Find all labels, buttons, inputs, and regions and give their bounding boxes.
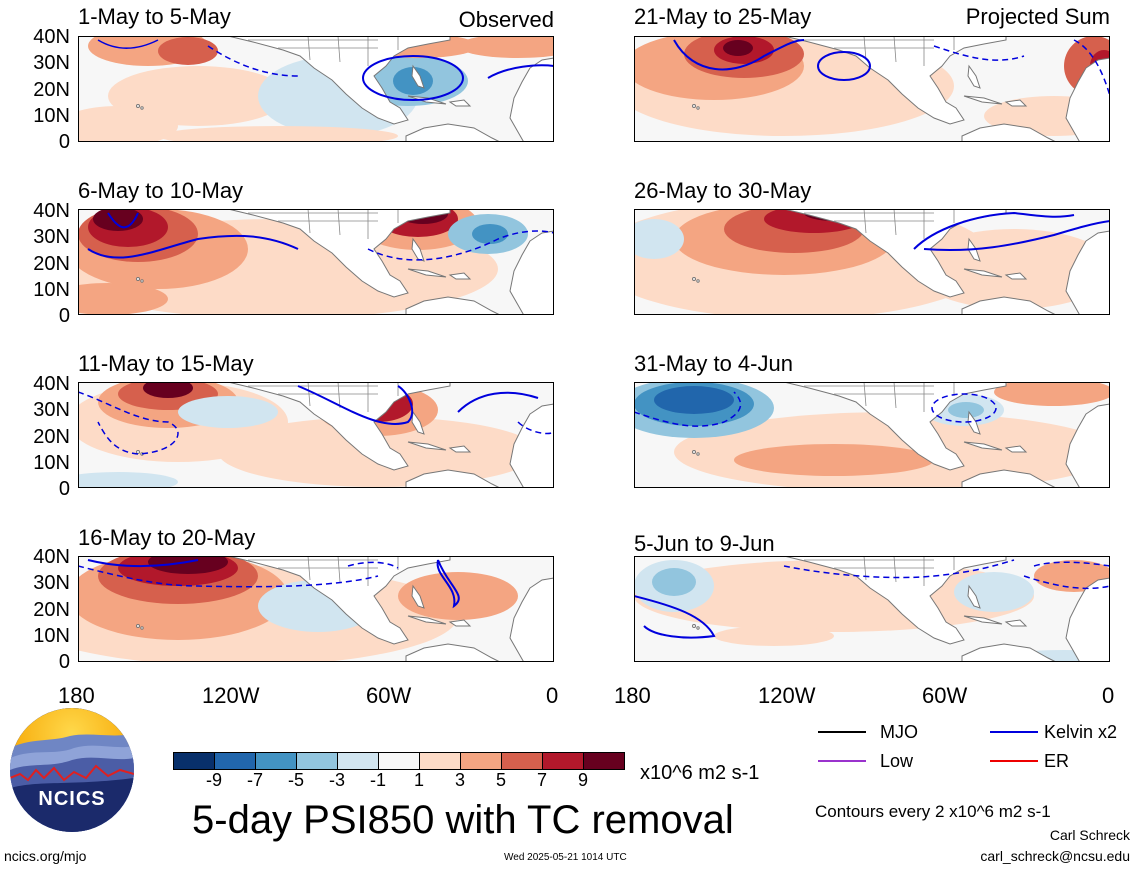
lat-tick-40n: 40N <box>33 200 70 222</box>
panel-title-3: 11-May to 15-May <box>78 351 254 376</box>
colorbar-swatch <box>255 752 297 770</box>
colorbar-swatch <box>583 752 625 770</box>
lat-tick-40n: 40N <box>33 26 70 48</box>
ncics-logo: NCICS <box>10 708 134 832</box>
footer-url[interactable]: ncics.org/mjo <box>4 848 87 864</box>
lat-tick-0: 0 <box>58 478 70 500</box>
lat-tick-30n: 30N <box>33 226 70 248</box>
panel-title-5: 21-May to 25-May <box>634 4 812 29</box>
lon-tick-60w: 60W <box>366 683 412 708</box>
panel-title-4: 16-May to 20-May <box>78 525 256 550</box>
colorbar-tick-label: 5 <box>495 770 506 790</box>
lat-tick-20n: 20N <box>33 599 70 621</box>
map-panel-1 <box>78 36 554 142</box>
colorbar-swatch <box>542 752 584 770</box>
legend-er-line <box>990 760 1038 762</box>
lat-tick-0: 0 <box>58 305 70 327</box>
lon-tick-60w: 60W <box>922 683 968 708</box>
map-panel-5 <box>634 36 1110 142</box>
lat-tick-20n: 20N <box>33 253 70 275</box>
lat-tick-30n: 30N <box>33 572 70 594</box>
chart-title: 5-day PSI850 with TC removal <box>192 798 734 842</box>
logo-text: NCICS <box>38 788 106 810</box>
map-panel-7 <box>634 382 1110 488</box>
map-panel-4 <box>78 556 554 662</box>
lat-tick-10n: 10N <box>33 279 70 301</box>
lon-tick-180: 180 <box>58 683 95 708</box>
lon-tick-120w: 120W <box>758 683 816 708</box>
lon-tick-0: 0 <box>1102 683 1115 708</box>
legend-mjo-line <box>818 731 866 733</box>
lat-tick-10n: 10N <box>33 105 70 127</box>
colorbar-swatch <box>460 752 502 770</box>
lat-tick-40n: 40N <box>33 373 70 395</box>
colorbar-swatch <box>378 752 420 770</box>
projected-sum-label: Projected Sum <box>965 4 1110 29</box>
map-panel-3 <box>78 382 554 488</box>
colorbar-tick-label: -1 <box>369 770 386 790</box>
map-panel-6 <box>634 209 1110 315</box>
colorbar-tick-label: -9 <box>205 770 222 790</box>
colorbar-tick-label: -5 <box>287 770 304 790</box>
panel-title-2: 6-May to 10-May <box>78 178 244 203</box>
lat-tick-20n: 20N <box>33 79 70 101</box>
colorbar-tick-label: 9 <box>577 770 588 790</box>
lat-tick-30n: 30N <box>33 52 70 74</box>
colorbar-tick-label: -7 <box>246 770 263 790</box>
lon-tick-180: 180 <box>614 683 651 708</box>
lat-tick-20n: 20N <box>33 426 70 448</box>
colorbar-tick-label: -3 <box>328 770 345 790</box>
legend-er-label: ER <box>1044 751 1070 771</box>
colorbar-tick-label: 3 <box>454 770 465 790</box>
colorbar-swatch <box>419 752 461 770</box>
map-panel-2 <box>78 209 554 315</box>
contours-note: Contours every 2 x10^6 m2 s-1 <box>815 802 1051 821</box>
lat-tick-0: 0 <box>58 651 70 673</box>
panel-title-7: 31-May to 4-Jun <box>634 351 793 376</box>
legend-low-line <box>818 760 866 762</box>
footer-email[interactable]: carl_schreck@ncsu.edu <box>980 848 1130 864</box>
colorbar-swatch <box>214 752 256 770</box>
panel-title-1: 1-May to 5-May <box>78 4 231 29</box>
map-panel-8 <box>634 556 1110 662</box>
footer-timestamp: Wed 2025-05-21 1014 UTC <box>504 852 627 863</box>
panel-title-8: 5-Jun to 9-Jun <box>634 531 775 556</box>
legend-low-label: Low <box>880 751 914 771</box>
lat-tick-30n: 30N <box>33 399 70 421</box>
legend-kelvin-label: Kelvin x2 <box>1044 722 1118 742</box>
colorbar-tick-label: 7 <box>536 770 547 790</box>
colorbar-swatch <box>173 752 215 770</box>
colorbar-swatch <box>296 752 338 770</box>
colorbar-swatch <box>501 752 543 770</box>
colorbar-units: x10^6 m2 s-1 <box>640 762 760 784</box>
lon-tick-0: 0 <box>546 683 559 708</box>
panel-title-6: 26-May to 30-May <box>634 178 812 203</box>
legend-mjo-label: MJO <box>880 722 918 742</box>
colorbar-swatch <box>337 752 379 770</box>
lat-tick-10n: 10N <box>33 625 70 647</box>
lon-tick-120w: 120W <box>202 683 260 708</box>
lat-tick-0: 0 <box>58 131 70 153</box>
lat-tick-40n: 40N <box>33 546 70 568</box>
observed-label: Observed <box>458 7 554 32</box>
footer-author: Carl Schreck <box>1049 827 1130 843</box>
colorbar-tick-label: 1 <box>413 770 424 790</box>
lat-tick-10n: 10N <box>33 452 70 474</box>
legend-kelvin-line <box>990 731 1038 733</box>
